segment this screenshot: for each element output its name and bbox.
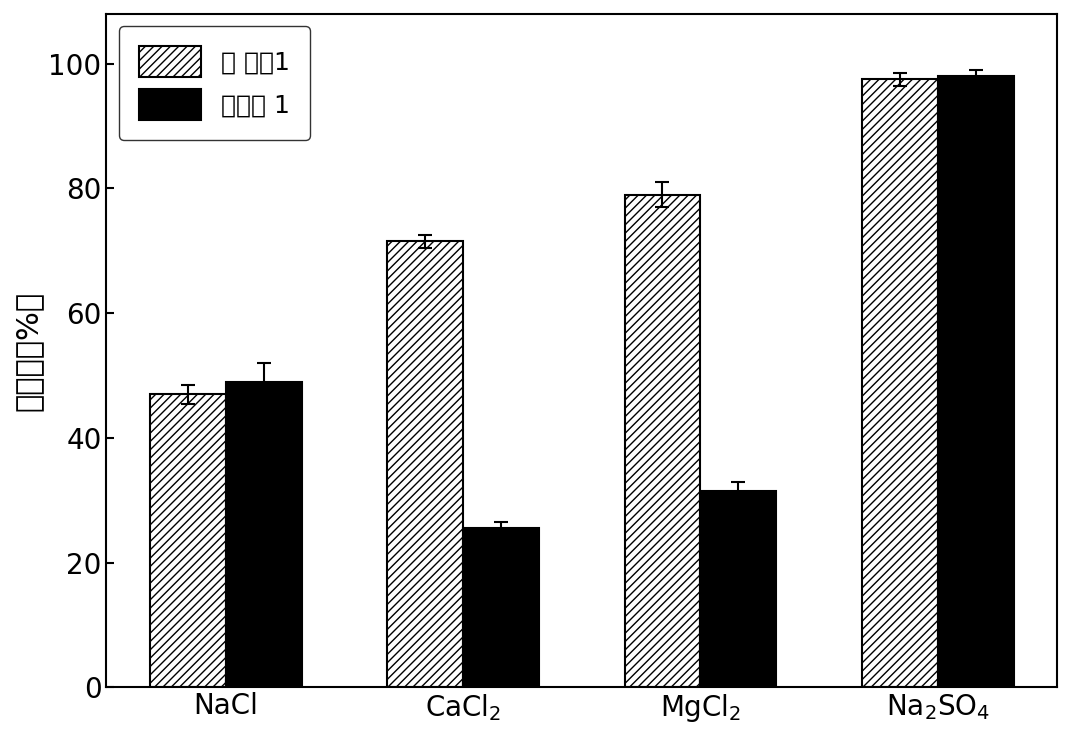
Bar <box>387 241 463 687</box>
Bar <box>150 394 226 687</box>
Legend: 比 较例1, 实施例 1: 比 较例1, 实施例 1 <box>119 27 311 140</box>
Bar <box>862 80 938 687</box>
Bar <box>700 491 776 687</box>
Bar <box>938 76 1014 687</box>
Bar <box>226 382 302 687</box>
Bar <box>624 195 700 687</box>
Bar <box>463 528 539 687</box>
Y-axis label: 截留率（%）: 截留率（%） <box>14 291 43 410</box>
